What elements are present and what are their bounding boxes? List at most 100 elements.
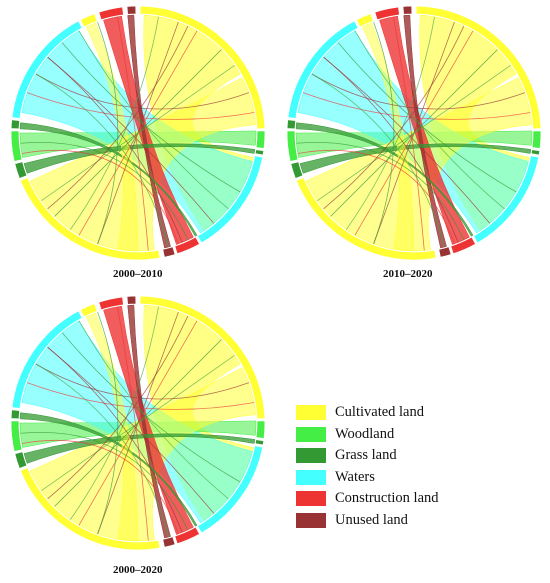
chord-ribbon-construction xyxy=(103,15,194,245)
chord-group-0 xyxy=(10,5,266,261)
chord-arc-cultivated xyxy=(79,13,98,28)
legend-label-grass: Grass land xyxy=(335,447,397,464)
chord-line xyxy=(345,16,435,230)
chord-line xyxy=(47,315,189,500)
chord-arc-cultivated xyxy=(139,295,266,420)
chord-line xyxy=(47,346,183,533)
chord-arc-grass xyxy=(10,409,21,420)
chord-line xyxy=(117,306,149,541)
chord-arc-woodland xyxy=(10,420,23,453)
chord-arc-construction xyxy=(98,6,124,21)
chord-line xyxy=(117,16,149,251)
chord-diagram-2010-2020 xyxy=(283,2,545,264)
legend-label-unused: Unused land xyxy=(335,511,408,528)
chord-line xyxy=(47,56,215,224)
chord-arc-construction xyxy=(374,6,400,21)
legend: Cultivated land Woodland Grass land Wate… xyxy=(296,402,506,531)
chord-arc-unused xyxy=(162,246,176,258)
chord-line xyxy=(69,16,159,230)
chord-line xyxy=(21,149,179,245)
chord-line xyxy=(35,363,169,538)
chord-line xyxy=(47,56,183,243)
chord-arc-construction xyxy=(174,236,201,255)
chord-line xyxy=(297,149,455,245)
chord-arc-woodland xyxy=(531,130,542,149)
chord-arc-cultivated xyxy=(19,177,161,261)
chord-arc-grass xyxy=(530,149,541,156)
chord-arc-grass xyxy=(290,161,304,180)
chord-line xyxy=(20,142,189,241)
chord-arc-construction xyxy=(98,296,124,311)
legend-item-cultivated: Cultivated land xyxy=(296,402,506,424)
chord-line xyxy=(393,16,425,251)
chord-line xyxy=(354,30,505,210)
chord-arc-waters xyxy=(472,155,540,244)
chord-arc-waters xyxy=(196,155,264,244)
legend-item-waters: Waters xyxy=(296,467,506,489)
chord-arc-grass xyxy=(254,149,265,156)
chord-line xyxy=(373,21,395,245)
chord-arc-unused xyxy=(126,5,137,15)
chord-line xyxy=(296,142,465,241)
legend-swatch-woodland xyxy=(296,426,326,442)
chord-line xyxy=(78,320,229,500)
legend-item-woodland: Woodland xyxy=(296,424,506,446)
chord-arc-grass xyxy=(14,451,28,470)
chord-svg-3 xyxy=(10,295,266,551)
chord-arc-cultivated xyxy=(415,5,542,130)
chord-arc-grass xyxy=(14,161,28,180)
caption-2010-2020: 2010–2020 xyxy=(383,268,433,280)
chord-arc-woodland xyxy=(255,420,266,439)
legend-swatch-construction xyxy=(296,491,326,507)
legend-swatch-unused xyxy=(296,512,326,528)
chord-arc-grass xyxy=(286,119,297,130)
chord-arc-grass xyxy=(254,439,265,446)
legend-swatch-waters xyxy=(296,469,326,485)
chord-ribbon-construction xyxy=(379,15,470,245)
chord-line xyxy=(323,25,465,210)
chord-line xyxy=(317,64,511,202)
chord-line xyxy=(323,56,491,224)
chord-svg-1 xyxy=(10,5,266,261)
chord-line xyxy=(41,354,235,492)
chord-arc-construction xyxy=(450,236,477,255)
chord-arc-unused xyxy=(162,536,176,548)
chord-arc-unused xyxy=(402,5,413,15)
legend-swatch-grass xyxy=(296,448,326,464)
chord-arc-woodland xyxy=(255,130,266,149)
chord-svg-2 xyxy=(286,5,542,261)
chord-arc-woodland xyxy=(286,130,299,163)
chord-arc-unused xyxy=(438,246,452,258)
chord-arc-cultivated xyxy=(355,13,374,28)
legend-label-construction: Construction land xyxy=(335,490,439,507)
chord-line xyxy=(78,30,229,210)
chord-arc-woodland xyxy=(10,130,23,163)
caption-2000-2020: 2000–2020 xyxy=(113,564,163,576)
chord-line xyxy=(26,382,255,410)
caption-2000-2010: 2000–2010 xyxy=(113,268,163,280)
chord-arc-construction xyxy=(174,526,201,545)
chord-line xyxy=(97,311,119,535)
chord-line xyxy=(311,73,445,248)
chord-line xyxy=(47,25,189,210)
chord-arc-cultivated xyxy=(295,177,437,261)
chord-line xyxy=(21,439,179,535)
chord-diagram-2000-2020 xyxy=(2,292,274,554)
chord-line xyxy=(323,56,459,243)
chord-line xyxy=(69,306,159,520)
chord-line xyxy=(41,64,235,202)
chord-line xyxy=(97,21,119,245)
chord-arc-grass xyxy=(10,119,21,130)
chord-line xyxy=(35,73,169,248)
chord-group-2 xyxy=(10,295,266,551)
legend-swatch-cultivated xyxy=(296,405,326,421)
chord-line xyxy=(302,92,531,120)
legend-label-woodland: Woodland xyxy=(335,425,395,442)
chord-group-1 xyxy=(286,5,542,261)
chord-arc-waters xyxy=(287,20,359,119)
chord-arc-waters xyxy=(11,310,83,409)
legend-label-waters: Waters xyxy=(335,468,375,485)
chord-arc-waters xyxy=(11,20,83,119)
chord-arc-unused xyxy=(126,295,137,305)
chord-line xyxy=(20,432,189,531)
